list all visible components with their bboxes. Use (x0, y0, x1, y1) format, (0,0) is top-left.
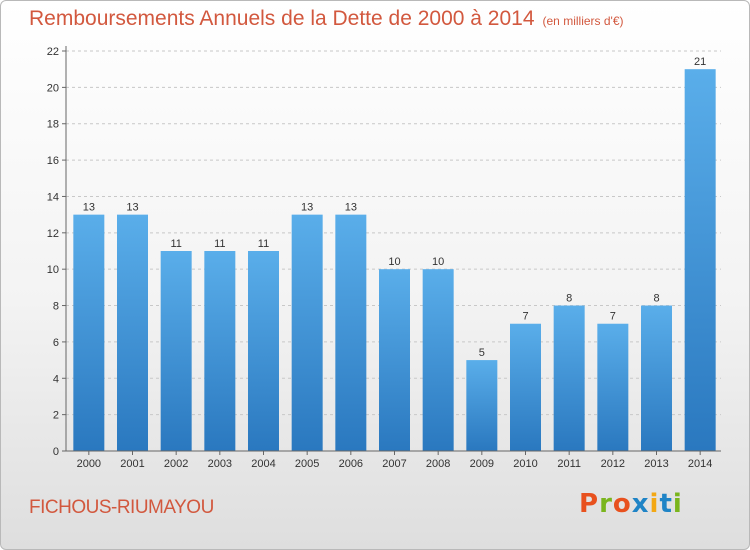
x-tick-label: 2002 (164, 458, 188, 470)
bar (248, 251, 279, 451)
logo-letter: P (579, 489, 600, 519)
x-tick-label: 2005 (295, 458, 319, 470)
y-tick-label: 22 (47, 46, 59, 58)
data-label: 7 (522, 311, 528, 323)
bar (553, 305, 585, 451)
bars-layer (73, 69, 716, 451)
data-label: 13 (301, 202, 313, 214)
x-tick-label: 2004 (251, 458, 275, 470)
y-tick-label: 20 (47, 82, 59, 94)
y-tick-label: 12 (47, 228, 59, 240)
data-label: 11 (214, 238, 225, 250)
data-label: 21 (694, 56, 706, 68)
logo-letter: i (672, 489, 683, 519)
bar (597, 323, 629, 451)
logo-letter: r (599, 489, 613, 519)
labels-layer: 0 2 4 6 8 10 12 14 16 18 20 22 13 2000 13 2001 11 2002 11 2… (47, 46, 713, 470)
bar (466, 360, 498, 451)
bar (641, 305, 672, 451)
x-tick-label: 2010 (513, 458, 537, 470)
x-tick-label: 2001 (120, 458, 144, 470)
bar (422, 269, 454, 451)
chart-subtitle: (en milliers d'€) (542, 14, 624, 28)
data-label: 10 (388, 256, 400, 268)
data-label: 13 (83, 202, 95, 214)
data-label: 8 (653, 293, 659, 305)
logo-letter: t (659, 489, 673, 519)
y-tick-label: 16 (47, 155, 59, 167)
bar (73, 214, 105, 451)
data-label: 13 (126, 202, 138, 214)
x-tick-label: 2008 (426, 458, 450, 470)
y-tick-label: 8 (53, 301, 59, 313)
bar (204, 251, 236, 451)
chart-title-text: Remboursements Annuels de la Dette de 20… (29, 7, 535, 30)
x-tick-label: 2009 (470, 458, 494, 470)
logo-letter: o (612, 489, 632, 519)
y-tick-label: 14 (47, 191, 59, 203)
x-tick-label: 2000 (77, 458, 101, 470)
x-tick-label: 2011 (557, 458, 581, 470)
y-tick-label: 4 (53, 373, 59, 385)
bar (291, 214, 323, 451)
x-tick-label: 2006 (339, 458, 363, 470)
x-tick-label: 2013 (644, 458, 668, 470)
bar (379, 269, 410, 451)
x-tick-label: 2014 (688, 458, 712, 470)
data-label: 7 (610, 311, 616, 323)
y-tick-label: 6 (53, 337, 59, 349)
city-name: FICHOUS-RIUMAYOU (29, 497, 214, 518)
data-label: 11 (170, 238, 181, 250)
bar (335, 214, 367, 451)
y-tick-label: 0 (53, 446, 59, 458)
y-tick-label: 10 (47, 264, 59, 276)
data-label: 10 (432, 256, 444, 268)
bar (510, 323, 541, 451)
x-tick-label: 2003 (208, 458, 232, 470)
axes-layer (62, 46, 721, 455)
data-label: 5 (479, 347, 485, 359)
bar (684, 69, 716, 451)
logo-letter: i (649, 489, 660, 519)
x-tick-label: 2012 (601, 458, 625, 470)
bar (117, 214, 148, 451)
proxiti-logo: Proxiti (579, 489, 683, 519)
bar (160, 251, 192, 451)
x-tick-label: 2007 (382, 458, 406, 470)
data-label: 11 (258, 238, 269, 250)
y-tick-label: 2 (53, 410, 59, 422)
data-label: 13 (345, 202, 357, 214)
y-tick-label: 18 (47, 119, 59, 131)
logo-letter: x (631, 489, 650, 519)
chart-title: Remboursements Annuels de la Dette de 20… (29, 7, 624, 31)
data-label: 8 (566, 293, 572, 305)
